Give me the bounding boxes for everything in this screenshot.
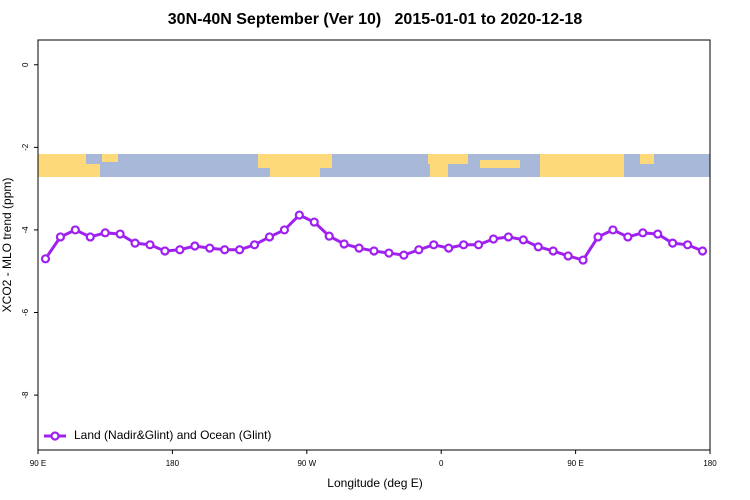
point	[623, 232, 633, 242]
point	[279, 225, 289, 235]
point	[40, 254, 51, 264]
y-tick-label: 0	[21, 62, 30, 67]
point	[354, 243, 364, 253]
legend-label: Land (Nadir&Glint) and Ocean (Glint)	[74, 428, 271, 442]
point	[429, 240, 439, 250]
x-axis-label: Longitude (deg E)	[327, 476, 422, 490]
point	[668, 238, 678, 248]
point	[100, 228, 110, 238]
point	[249, 240, 260, 250]
x-tick-label: 180	[166, 459, 180, 468]
y-tick-label: -6	[21, 308, 30, 316]
point	[593, 232, 603, 242]
point	[55, 232, 66, 242]
point	[264, 232, 275, 242]
y-tick-label: -4	[21, 226, 30, 234]
legend-item: Land (Nadir&Glint) and Ocean (Glint)	[44, 428, 271, 442]
legend-marker	[50, 431, 60, 441]
x-tick-label: 0	[439, 459, 444, 468]
point	[608, 225, 618, 235]
point	[70, 225, 80, 235]
point	[682, 240, 693, 250]
point	[309, 217, 319, 227]
point	[473, 240, 484, 250]
point	[324, 231, 334, 241]
point	[503, 232, 513, 242]
point	[85, 232, 95, 242]
x-tick-label: 90 E	[30, 459, 46, 468]
point	[235, 245, 245, 255]
point	[160, 246, 170, 256]
point	[548, 246, 558, 256]
point	[294, 210, 304, 220]
point	[518, 235, 528, 245]
x-tick-label: 90 W	[297, 459, 316, 468]
x-tick-label: 180	[703, 459, 717, 468]
point	[130, 238, 140, 248]
point	[384, 248, 394, 258]
point	[145, 240, 155, 250]
point	[488, 234, 499, 244]
point	[339, 239, 349, 249]
point	[414, 245, 424, 255]
point	[638, 228, 648, 238]
point	[563, 251, 573, 261]
y-axis-label: XCO2 - MLO trend (ppm)	[0, 178, 14, 313]
chart-title: 30N-40N September (Ver 10) 2015-01-01 to…	[168, 11, 583, 28]
point	[115, 229, 125, 239]
point	[578, 255, 588, 265]
point	[205, 243, 215, 253]
point	[533, 242, 543, 252]
point	[220, 245, 230, 255]
point	[190, 241, 200, 251]
point	[697, 246, 708, 256]
point	[369, 246, 379, 256]
y-tick-label: -2	[21, 143, 30, 151]
y-tick-label: -8	[21, 391, 30, 399]
point	[175, 245, 185, 255]
point	[459, 240, 469, 250]
plot-frame	[37, 39, 711, 451]
point	[444, 243, 454, 253]
point	[399, 250, 409, 260]
x-tick-label: 90 E	[567, 459, 583, 468]
world-map-strip	[38, 154, 710, 177]
point	[653, 229, 663, 239]
